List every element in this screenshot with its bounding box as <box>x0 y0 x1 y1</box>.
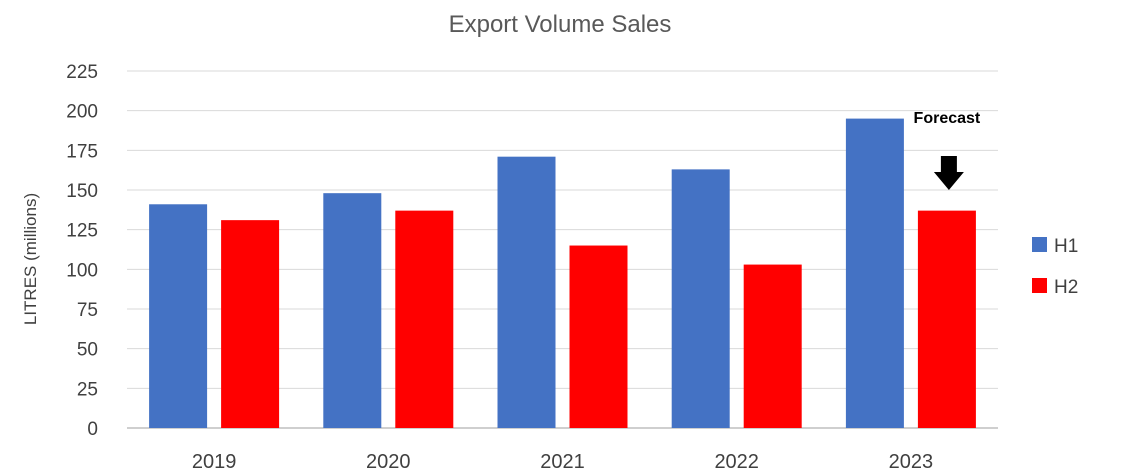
bar-h1-2023 <box>845 118 904 428</box>
chart-title: Export Volume Sales <box>449 11 672 38</box>
x-tick-label: 2020 <box>366 451 411 473</box>
x-tick-label: 2022 <box>714 451 759 473</box>
forecast-label: Forecast <box>914 110 981 127</box>
legend-label-h2: H2 <box>1054 277 1078 298</box>
bar-h2-2022 <box>743 264 802 428</box>
y-tick-label: 25 <box>77 379 98 400</box>
legend-swatch-h1 <box>1032 237 1047 252</box>
bar-h1-2021 <box>497 156 556 428</box>
y-axis-ticks: 0 25 50 75 100 125 150 175 200 225 <box>66 62 98 440</box>
y-tick-label: 75 <box>77 300 98 321</box>
y-tick-label: 0 <box>87 419 98 440</box>
y-tick-label: 225 <box>66 62 98 83</box>
legend-swatch-h2 <box>1032 278 1047 293</box>
x-tick-label: 2021 <box>540 451 585 473</box>
bar-h2-2021 <box>569 245 628 428</box>
y-tick-label: 125 <box>66 221 98 242</box>
y-tick-label: 175 <box>66 141 98 162</box>
legend-label-h1: H1 <box>1054 236 1078 257</box>
down-arrow-icon <box>933 156 964 190</box>
forecast-annotation: Forecast <box>914 110 981 190</box>
bar-h2-2023 <box>917 210 976 428</box>
bar-h1-2020 <box>323 193 382 428</box>
x-axis-ticks: 2019 2020 2021 2022 2023 <box>192 451 933 473</box>
y-tick-label: 100 <box>66 260 98 281</box>
x-tick-label: 2023 <box>889 451 934 473</box>
legend: H1 H2 <box>1032 236 1078 298</box>
y-tick-label: 50 <box>77 340 98 361</box>
bar-h1-2022 <box>671 169 730 428</box>
x-tick-label: 2019 <box>192 451 237 473</box>
bar-h2-2020 <box>395 210 454 428</box>
bar-h1-2019 <box>149 204 208 428</box>
y-axis-label: LITRES (millions) <box>21 193 40 325</box>
y-tick-label: 200 <box>66 102 98 123</box>
y-tick-label: 150 <box>66 181 98 202</box>
bars <box>149 118 976 428</box>
bar-h2-2019 <box>221 220 280 428</box>
